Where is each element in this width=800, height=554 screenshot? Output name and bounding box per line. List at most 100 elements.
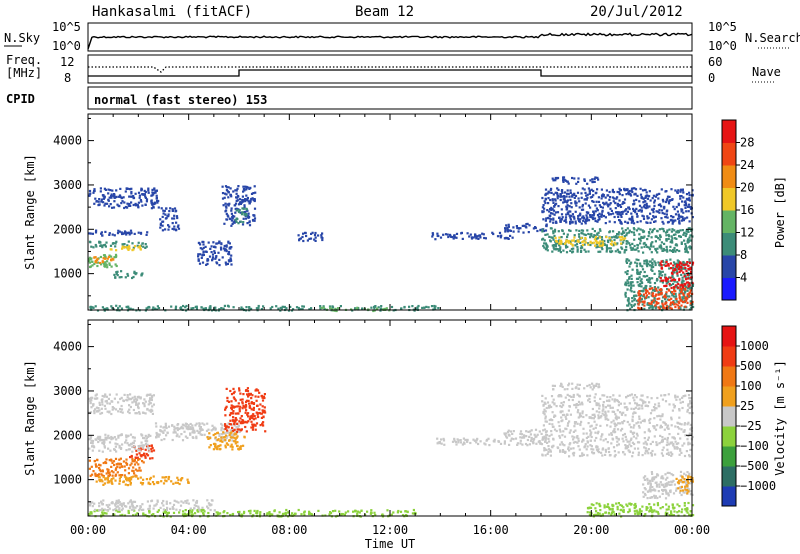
power-echo	[175, 215, 179, 218]
velocity-echo	[133, 399, 136, 402]
power-echo	[647, 235, 650, 238]
velocity-echo	[97, 437, 100, 441]
velocity-echo	[264, 411, 267, 414]
power-echo	[653, 286, 656, 289]
power-echo	[304, 231, 307, 235]
velocity-echo	[138, 466, 141, 469]
velocity-echo	[155, 431, 158, 435]
velocity-echo	[591, 388, 594, 391]
velocity-echo	[626, 394, 629, 397]
velocity-echo	[101, 401, 104, 404]
velocity-echo	[689, 400, 692, 403]
velocity-echo	[264, 430, 267, 433]
power-echo	[656, 297, 659, 301]
velocity-echo	[122, 460, 125, 463]
power-echo	[544, 193, 547, 196]
power-echo	[105, 241, 108, 244]
power-echo	[230, 246, 233, 249]
velocity-echo	[643, 446, 646, 449]
power-echo	[590, 188, 593, 191]
velocity-echo	[670, 416, 673, 419]
velocity-echo	[221, 424, 224, 427]
power-echo	[636, 246, 639, 250]
power-echo	[641, 229, 644, 232]
velocity-echo	[671, 503, 674, 506]
power-echo	[197, 241, 200, 244]
power-echo	[634, 193, 637, 196]
velocity-echo	[140, 434, 143, 437]
power-echo	[661, 220, 664, 223]
velocity-echo	[606, 404, 610, 407]
velocity-echo	[551, 384, 554, 387]
power-echo	[213, 306, 216, 309]
power-echo	[679, 298, 682, 301]
power-echo	[523, 224, 526, 227]
velocity-echo	[111, 406, 114, 409]
velocity-echo	[649, 509, 652, 513]
velocity-echo	[624, 414, 627, 417]
power-echo	[674, 284, 678, 287]
velocity-echo	[661, 475, 664, 478]
power-echo	[154, 191, 157, 194]
power-echo	[100, 231, 103, 234]
velocity-echo	[629, 394, 632, 397]
velocity-echo	[659, 507, 662, 510]
power-echo	[232, 190, 235, 193]
velocity-echo	[602, 405, 605, 408]
velocity-echo	[641, 419, 644, 422]
velocity-echo	[224, 408, 227, 411]
power-echo	[684, 283, 687, 286]
velocity-echo	[550, 430, 553, 433]
power-echo	[613, 235, 616, 238]
power-echo	[127, 231, 130, 234]
velocity-echo	[679, 480, 682, 483]
power-echo	[681, 282, 684, 285]
velocity-echo	[510, 437, 513, 440]
power-echo	[601, 193, 605, 196]
velocity-echo	[246, 421, 249, 424]
velocity-echo	[224, 446, 227, 449]
velocity-echo	[88, 397, 91, 400]
power-echo	[657, 306, 660, 309]
power-echo	[561, 216, 564, 219]
velocity-echo	[540, 432, 543, 435]
velocity-echo	[582, 415, 585, 419]
velocity-echo	[252, 418, 255, 421]
power-echo	[679, 188, 683, 191]
velocity-echo	[220, 433, 223, 436]
velocity-echo	[252, 413, 255, 416]
power-echo	[691, 216, 694, 219]
power-echo	[567, 239, 570, 243]
velocity-echo	[625, 406, 628, 409]
power-echo	[558, 239, 561, 242]
velocity-echo	[654, 481, 657, 484]
power-echo	[228, 202, 231, 205]
velocity-echo	[161, 430, 164, 433]
velocity-echo	[524, 442, 528, 446]
velocity-echo	[235, 436, 238, 439]
velocity-echo	[250, 408, 253, 411]
velocity-echo	[180, 433, 183, 436]
power-echo	[679, 197, 682, 200]
velocity-echo	[589, 439, 592, 442]
velocity-echo	[248, 392, 251, 395]
power-echo	[569, 229, 572, 232]
velocity-echo	[664, 513, 667, 516]
power-echo	[605, 244, 608, 247]
velocity-echo	[605, 414, 608, 417]
velocity-echo	[632, 426, 635, 429]
velocity-echo	[238, 428, 241, 431]
velocity-echo	[558, 436, 562, 439]
power-echo	[580, 192, 583, 195]
power-echo	[672, 295, 675, 298]
power-echo	[668, 267, 671, 270]
velocity-echo	[688, 513, 691, 516]
velocity-echo	[632, 412, 635, 415]
power-echo	[627, 284, 631, 287]
velocity-echo	[633, 431, 636, 434]
power-echo	[648, 232, 651, 235]
power-echo	[553, 213, 556, 216]
power-echo	[611, 250, 614, 253]
velocity-echo	[621, 422, 624, 425]
